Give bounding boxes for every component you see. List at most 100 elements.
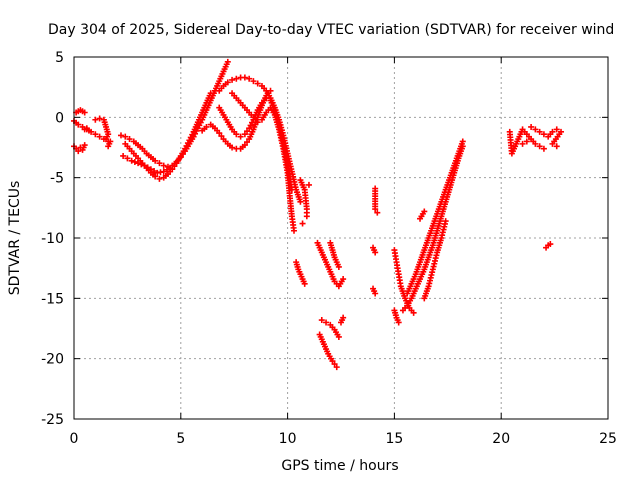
- data-point: [299, 220, 306, 227]
- data-points: [71, 58, 565, 371]
- data-point: [263, 95, 270, 102]
- x-axis-label: GPS time / hours: [281, 458, 398, 474]
- data-point: [549, 128, 556, 135]
- data-point: [244, 128, 251, 135]
- data-point: [75, 121, 82, 128]
- data-point: [128, 157, 135, 164]
- data-point: [241, 74, 248, 81]
- data-point: [528, 123, 535, 130]
- y-tick-label: 5: [55, 50, 64, 66]
- data-point: [318, 317, 325, 324]
- data-point: [540, 145, 547, 152]
- x-tick-label: 10: [279, 431, 297, 447]
- data-point: [237, 133, 244, 140]
- data-point: [92, 116, 99, 123]
- x-tick-label: 25: [599, 431, 617, 447]
- grid-lines: [74, 57, 608, 419]
- chart-title: Day 304 of 2025, Sidereal Day-to-day VTE…: [48, 22, 614, 38]
- data-point: [442, 218, 449, 225]
- data-point: [547, 241, 554, 248]
- x-tick-label: 15: [385, 431, 403, 447]
- data-point: [536, 143, 543, 150]
- data-point: [523, 138, 530, 145]
- data-point: [229, 144, 236, 151]
- data-point: [135, 160, 142, 167]
- data-point: [532, 140, 539, 147]
- data-point: [81, 109, 88, 116]
- data-point: [160, 162, 167, 169]
- data-point: [103, 136, 110, 143]
- data-point: [372, 206, 379, 213]
- data-point: [305, 181, 312, 188]
- data-point: [246, 75, 253, 82]
- data-point: [85, 127, 92, 134]
- y-axis-ticks: 5 0 -5 -10 -15 -20 -25: [41, 50, 608, 428]
- data-point: [151, 168, 158, 175]
- data-point: [329, 358, 336, 365]
- data-point: [229, 76, 236, 83]
- data-point: [254, 80, 261, 87]
- data-point: [96, 115, 103, 122]
- data-point: [233, 75, 240, 82]
- y-tick-label: -25: [41, 412, 64, 428]
- y-tick-label: -20: [41, 352, 64, 368]
- data-point: [553, 143, 560, 150]
- data-point: [374, 209, 381, 216]
- data-point: [297, 198, 304, 205]
- data-point: [75, 148, 82, 155]
- data-point: [160, 168, 167, 175]
- data-point: [549, 140, 556, 147]
- data-point: [81, 142, 88, 149]
- data-point: [372, 249, 379, 256]
- y-tick-label: -15: [41, 291, 64, 307]
- x-tick-label: 5: [176, 431, 185, 447]
- data-point: [340, 314, 347, 321]
- data-point: [372, 290, 379, 297]
- data-point: [331, 361, 338, 368]
- data-point: [301, 280, 308, 287]
- data-point: [395, 319, 402, 326]
- data-point: [421, 208, 428, 215]
- data-point: [147, 166, 154, 173]
- data-point: [540, 131, 547, 138]
- data-point: [96, 133, 103, 140]
- data-point: [117, 132, 124, 139]
- data-point: [335, 333, 342, 340]
- data-point: [171, 163, 178, 170]
- data-point: [203, 123, 210, 130]
- data-point: [131, 158, 138, 165]
- data-point: [152, 157, 159, 164]
- data-point: [218, 133, 225, 140]
- data-point: [250, 78, 257, 85]
- data-point: [81, 126, 88, 133]
- data-point: [156, 175, 163, 182]
- data-point: [519, 140, 526, 147]
- data-point: [323, 319, 330, 326]
- data-point: [241, 142, 248, 149]
- data-point: [144, 164, 151, 171]
- data-point: [207, 90, 214, 97]
- data-point: [536, 128, 543, 135]
- data-point: [291, 227, 298, 234]
- data-point: [224, 58, 231, 65]
- data-point: [224, 79, 231, 86]
- x-tick-label: 0: [70, 431, 79, 447]
- data-point: [105, 143, 112, 150]
- data-point: [410, 309, 417, 316]
- data-point: [459, 143, 466, 150]
- data-point: [553, 126, 560, 133]
- data-point: [122, 133, 129, 140]
- data-point: [141, 162, 148, 169]
- data-point: [532, 126, 539, 133]
- data-point: [156, 160, 163, 167]
- y-tick-label: -5: [50, 171, 64, 187]
- data-point: [254, 119, 261, 126]
- x-tick-label: 20: [492, 431, 510, 447]
- data-point: [124, 155, 131, 162]
- data-point: [163, 166, 170, 173]
- data-point: [333, 364, 340, 371]
- data-point: [92, 131, 99, 138]
- data-point: [340, 276, 347, 283]
- y-axis-label: SDTVAR / TECUs: [7, 181, 23, 296]
- data-point: [233, 131, 240, 138]
